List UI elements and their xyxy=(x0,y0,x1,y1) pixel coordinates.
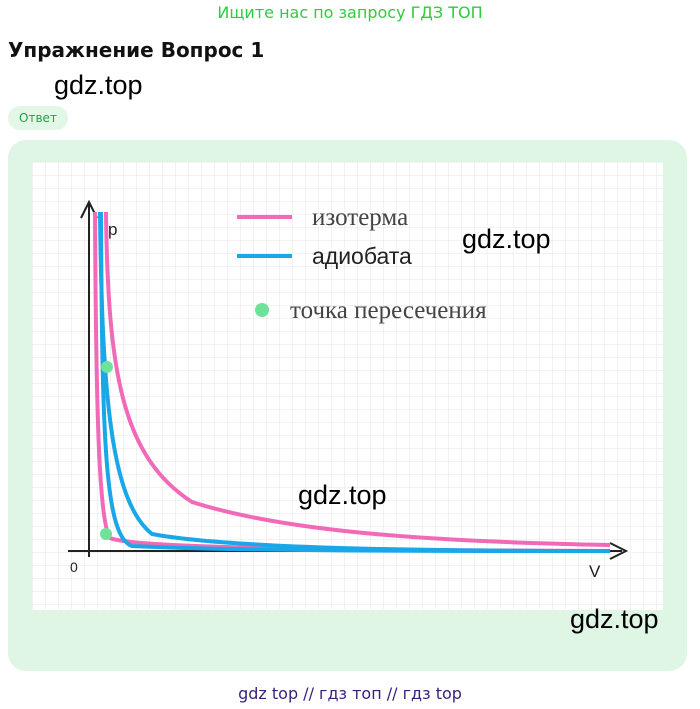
footer-links[interactable]: gdz top // гдз топ // гдз top xyxy=(238,684,462,703)
watermark-diagram-right: gdz.top xyxy=(462,224,551,254)
watermark-bottom-right: gdz.top xyxy=(570,604,659,634)
answer-badge[interactable]: Ответ xyxy=(8,106,68,130)
x-axis-label: V xyxy=(589,562,601,581)
promo-link[interactable]: Ищите нас по запросу ГДЗ ТОП xyxy=(217,3,483,22)
pv-diagram: p V 0 изотерма адиобата точка пересечени… xyxy=(32,162,663,610)
y-axis-label: p xyxy=(108,220,117,239)
legend-isotherm-label: изотерма xyxy=(312,204,408,231)
watermark-diagram-middle: gdz.top xyxy=(298,480,387,510)
diagram-area: p V 0 изотерма адиобата точка пересечени… xyxy=(32,162,663,610)
legend-adiabat-label: адиобата xyxy=(312,243,412,269)
intersection-point-upper xyxy=(101,361,113,373)
adiabat-curve-2 xyxy=(98,211,611,553)
exercise-title: Упражнение Вопрос 1 xyxy=(8,38,265,62)
isotherm-curve-2 xyxy=(104,211,611,547)
x-axis-arrow xyxy=(609,542,629,560)
intersection-point-lower xyxy=(100,528,112,540)
origin-label: 0 xyxy=(70,559,78,575)
answer-card: p V 0 изотерма адиобата точка пересечени… xyxy=(8,140,687,671)
legend-intersection-label: точка пересечения xyxy=(290,297,487,324)
grid-background xyxy=(32,162,663,610)
watermark-top: gdz.top xyxy=(54,70,143,100)
legend-intersection-swatch xyxy=(255,303,269,317)
